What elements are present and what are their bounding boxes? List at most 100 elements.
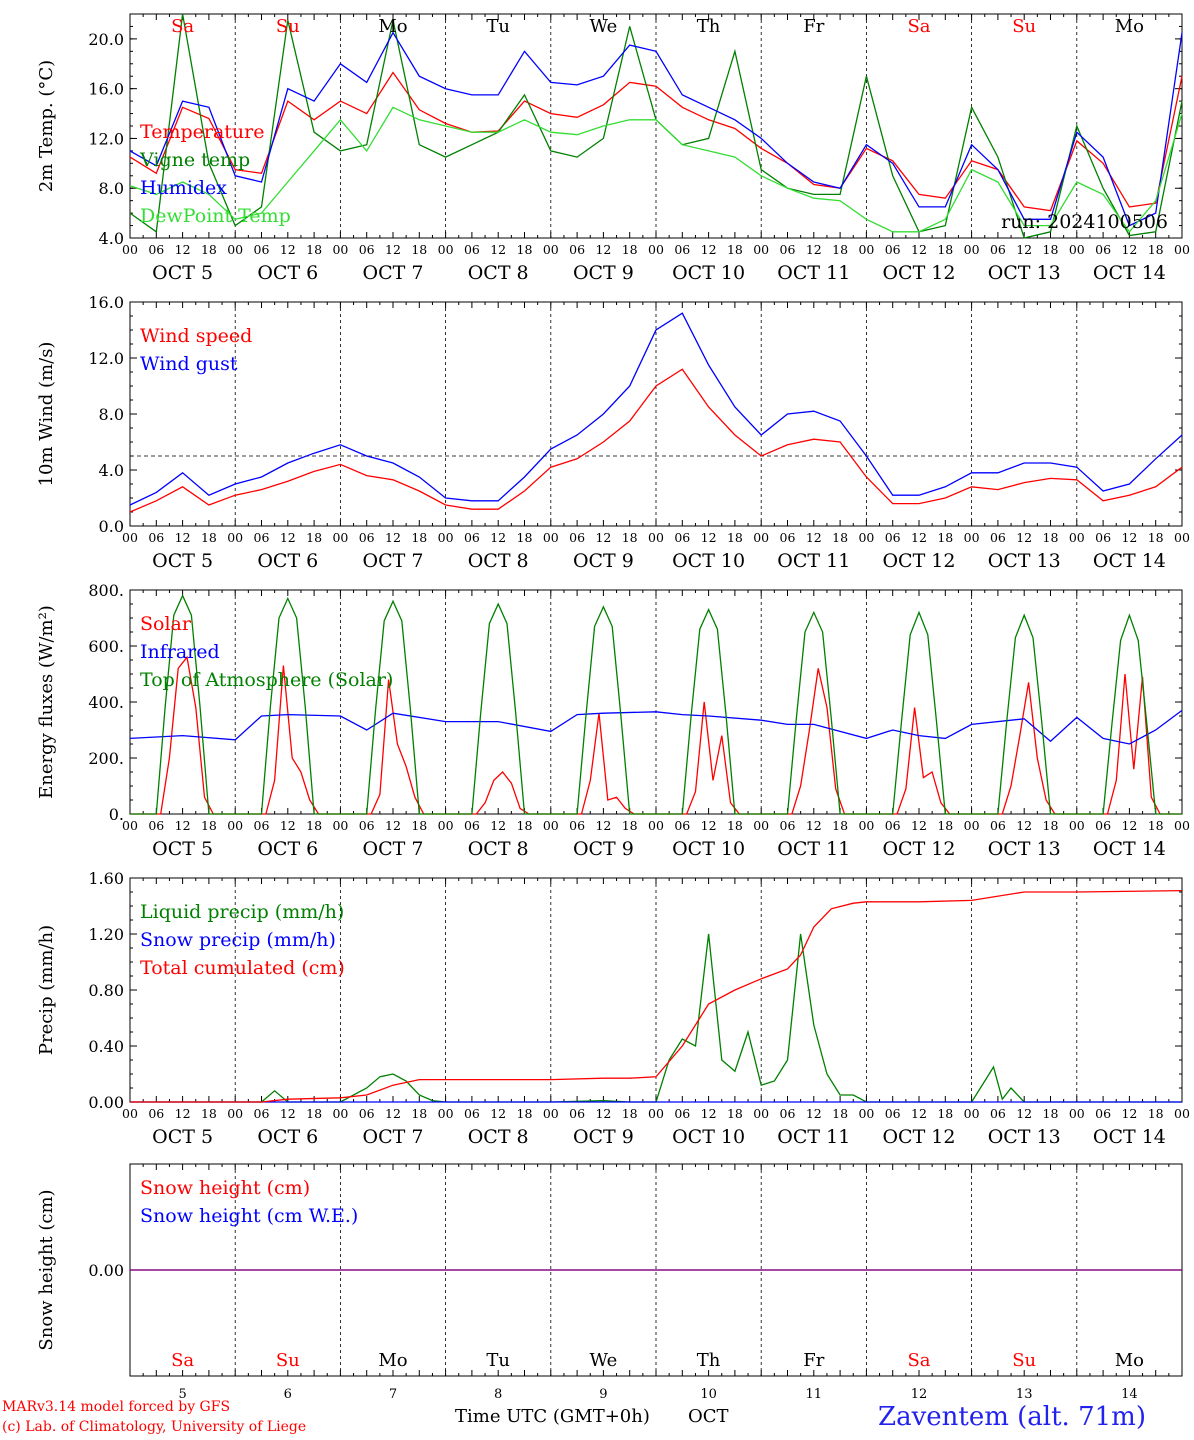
hour-tick-label: 12 — [280, 818, 296, 833]
hour-tick-label: 06 — [990, 818, 1006, 833]
date-label: OCT 7 — [363, 550, 424, 572]
series-line — [129, 31, 1183, 227]
hour-tick-label: 06 — [780, 242, 796, 257]
day-number-label: 7 — [389, 1387, 397, 1402]
hour-tick-label: 06 — [674, 242, 690, 257]
hour-tick-label: 00 — [1174, 1106, 1190, 1121]
hour-tick-label: 06 — [464, 242, 480, 257]
weekday-label: Su — [276, 1350, 300, 1371]
hour-tick-label: 00 — [648, 242, 664, 257]
hour-tick-label: 18 — [937, 1106, 953, 1121]
legend-entry: Vigne temp — [139, 149, 250, 171]
hour-tick-label: 06 — [359, 530, 375, 545]
legend-entry: Wind speed — [140, 325, 252, 347]
y-tick-label: 0. — [109, 805, 124, 824]
hour-tick-label: 18 — [201, 530, 217, 545]
hour-tick-label: 06 — [780, 530, 796, 545]
series-line — [129, 709, 1183, 745]
weekday-label: Sa — [907, 16, 930, 37]
hour-tick-label: 12 — [490, 1106, 506, 1121]
hour-tick-label: 00 — [1069, 818, 1085, 833]
hour-tick-label: 00 — [543, 818, 559, 833]
hour-tick-label: 18 — [832, 1106, 848, 1121]
hour-tick-label: 18 — [727, 1106, 743, 1121]
weekday-label: Su — [276, 16, 300, 37]
hour-tick-label: 12 — [911, 242, 927, 257]
date-label: OCT 12 — [882, 262, 955, 284]
hour-tick-label: 06 — [464, 818, 480, 833]
date-label: OCT 7 — [363, 1126, 424, 1148]
hour-tick-label: 06 — [990, 530, 1006, 545]
date-label: OCT 9 — [573, 1126, 634, 1148]
hour-tick-label: 06 — [254, 530, 270, 545]
hour-tick-label: 18 — [727, 530, 743, 545]
series-group — [129, 13, 1183, 239]
date-label: OCT 9 — [573, 262, 634, 284]
y-axis-label: 2m Temp. (°C) — [36, 60, 57, 192]
y-tick-label: 4.0 — [99, 229, 124, 248]
series-line — [130, 594, 1182, 815]
hour-tick-label: 12 — [175, 242, 191, 257]
legend-entry: Total cumulated (cm) — [140, 957, 345, 979]
hour-tick-label: 06 — [569, 242, 585, 257]
hour-tick-label: 00 — [438, 242, 454, 257]
hour-tick-label: 18 — [1043, 1106, 1059, 1121]
weekday-label: Tu — [486, 16, 510, 37]
hour-tick-label: 12 — [280, 242, 296, 257]
hour-tick-label: 12 — [385, 818, 401, 833]
y-tick-label: 12.0 — [88, 129, 124, 148]
hour-tick-label: 12 — [490, 242, 506, 257]
hour-tick-label: 06 — [569, 818, 585, 833]
date-label: OCT 11 — [777, 838, 850, 860]
hour-tick-label: 00 — [227, 818, 243, 833]
day-number-label: 9 — [599, 1387, 607, 1402]
date-label: OCT 12 — [882, 1126, 955, 1148]
date-label: OCT 13 — [988, 262, 1061, 284]
date-label: OCT 9 — [573, 838, 634, 860]
y-axis-label: Precip (mm/h) — [36, 925, 57, 1055]
hour-tick-label: 00 — [122, 1106, 138, 1121]
hour-tick-label: 18 — [937, 818, 953, 833]
y-axis-label: 10m Wind (m/s) — [36, 342, 57, 487]
hour-tick-label: 06 — [148, 530, 164, 545]
hour-tick-label: 18 — [306, 242, 322, 257]
hour-tick-label: 00 — [122, 818, 138, 833]
model-credit: MARv3.14 model forced by GFS — [2, 1399, 231, 1415]
hour-tick-label: 12 — [490, 530, 506, 545]
weekday-label: Th — [697, 16, 721, 37]
hour-tick-label: 00 — [122, 530, 138, 545]
hour-tick-label: 12 — [490, 818, 506, 833]
hour-tick-label: 00 — [1174, 242, 1190, 257]
hour-tick-label: 00 — [648, 530, 664, 545]
hour-tick-label: 06 — [254, 242, 270, 257]
hour-tick-label: 00 — [1174, 818, 1190, 833]
hour-tick-label: 12 — [806, 530, 822, 545]
hour-tick-label: 18 — [937, 530, 953, 545]
hour-tick-label: 00 — [1069, 1106, 1085, 1121]
hour-tick-label: 18 — [622, 530, 638, 545]
hour-tick-label: 18 — [1043, 530, 1059, 545]
hour-tick-label: 12 — [175, 818, 191, 833]
series-line — [129, 312, 1183, 506]
hour-tick-label: 12 — [806, 1106, 822, 1121]
date-label: OCT 5 — [152, 1126, 213, 1148]
hour-tick-label: 12 — [806, 818, 822, 833]
hour-tick-label: 00 — [332, 242, 348, 257]
hour-tick-label: 18 — [1148, 1106, 1164, 1121]
hour-tick-label: 00 — [227, 1106, 243, 1121]
hour-tick-label: 12 — [911, 818, 927, 833]
hour-tick-label: 00 — [227, 242, 243, 257]
date-label: OCT 14 — [1093, 550, 1166, 572]
hour-tick-label: 12 — [806, 242, 822, 257]
hour-tick-label: 12 — [1121, 1106, 1137, 1121]
hour-tick-label: 18 — [306, 1106, 322, 1121]
hour-tick-label: 06 — [359, 1106, 375, 1121]
hour-tick-label: 00 — [543, 242, 559, 257]
hour-tick-label: 00 — [543, 530, 559, 545]
hour-tick-label: 12 — [1016, 1106, 1032, 1121]
hour-tick-label: 06 — [569, 530, 585, 545]
date-label: OCT 6 — [257, 262, 318, 284]
y-tick-label: 8.0 — [99, 405, 124, 424]
hour-tick-label: 06 — [885, 818, 901, 833]
hour-tick-label: 00 — [438, 818, 454, 833]
